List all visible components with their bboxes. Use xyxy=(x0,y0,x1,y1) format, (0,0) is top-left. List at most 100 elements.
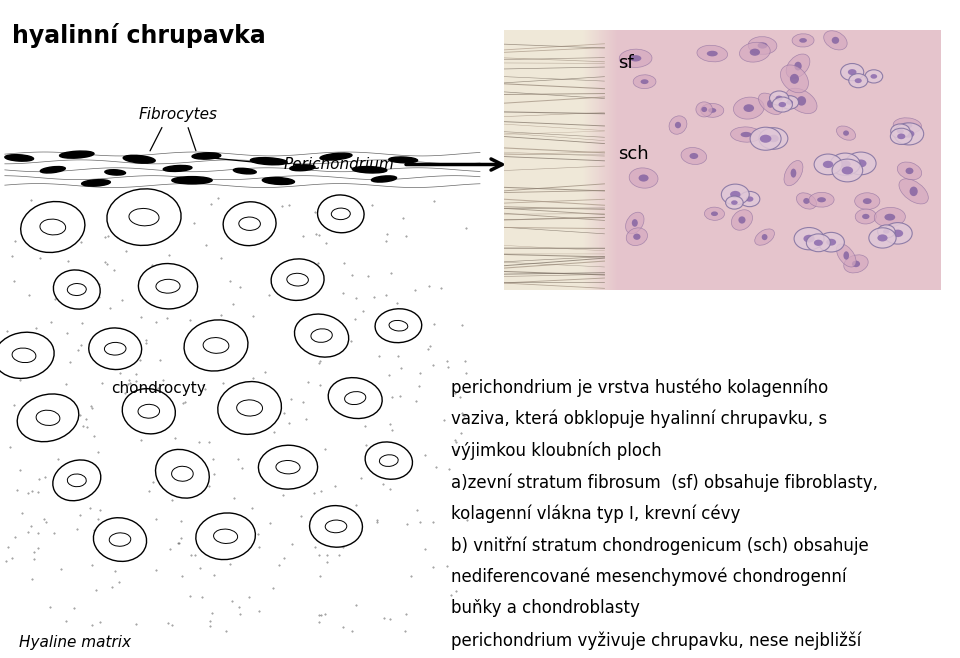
Ellipse shape xyxy=(893,230,903,237)
Ellipse shape xyxy=(739,42,770,62)
Ellipse shape xyxy=(836,244,856,267)
Ellipse shape xyxy=(849,74,868,88)
Text: kolagenní vlákna typ I, krevní cévy: kolagenní vlákna typ I, krevní cévy xyxy=(451,505,740,523)
Ellipse shape xyxy=(739,191,759,207)
Ellipse shape xyxy=(902,123,912,128)
Ellipse shape xyxy=(854,193,879,209)
Ellipse shape xyxy=(840,161,851,168)
Ellipse shape xyxy=(60,151,94,158)
Text: perichondrium vyživuje chrupavku, nese nejbližší: perichondrium vyživuje chrupavku, nese n… xyxy=(451,631,861,649)
Ellipse shape xyxy=(640,79,649,84)
Text: Perichondrium: Perichondrium xyxy=(283,157,394,172)
Ellipse shape xyxy=(731,127,761,142)
Ellipse shape xyxy=(780,65,808,93)
Ellipse shape xyxy=(630,55,641,61)
Ellipse shape xyxy=(758,93,782,114)
Ellipse shape xyxy=(844,251,849,260)
Text: b) vnitřní stratum chondrogenicum (sch) obsahuje: b) vnitřní stratum chondrogenicum (sch) … xyxy=(451,536,869,555)
Ellipse shape xyxy=(890,128,912,145)
Ellipse shape xyxy=(705,207,725,220)
Ellipse shape xyxy=(770,91,789,105)
Ellipse shape xyxy=(759,135,772,143)
Ellipse shape xyxy=(163,165,192,172)
Ellipse shape xyxy=(172,176,212,184)
Text: výjimkou kloubních ploch: výjimkou kloubních ploch xyxy=(451,442,661,460)
Ellipse shape xyxy=(93,518,147,561)
Ellipse shape xyxy=(854,78,862,83)
Ellipse shape xyxy=(862,214,870,219)
Ellipse shape xyxy=(898,162,922,180)
Ellipse shape xyxy=(675,122,681,128)
Ellipse shape xyxy=(619,49,652,68)
Ellipse shape xyxy=(0,332,54,378)
Ellipse shape xyxy=(898,134,905,139)
Text: a)zevní stratum fibrosum  (sf) obsahuje fibroblasty,: a)zevní stratum fibrosum (sf) obsahuje f… xyxy=(451,473,878,492)
Ellipse shape xyxy=(732,210,753,230)
Ellipse shape xyxy=(375,309,421,343)
Ellipse shape xyxy=(105,170,126,175)
Ellipse shape xyxy=(836,126,855,140)
Ellipse shape xyxy=(809,192,834,207)
Text: buňky a chondroblasty: buňky a chondroblasty xyxy=(451,599,640,617)
Ellipse shape xyxy=(726,196,743,209)
Ellipse shape xyxy=(875,207,905,227)
Ellipse shape xyxy=(626,228,647,245)
Ellipse shape xyxy=(757,42,767,49)
Ellipse shape xyxy=(626,213,644,234)
Ellipse shape xyxy=(841,64,864,81)
Ellipse shape xyxy=(897,128,904,134)
Ellipse shape xyxy=(843,130,849,136)
Text: hyalinní chrupavka: hyalinní chrupavka xyxy=(12,23,265,48)
Ellipse shape xyxy=(852,261,860,267)
Ellipse shape xyxy=(883,229,890,234)
Ellipse shape xyxy=(123,155,156,163)
Ellipse shape xyxy=(818,232,845,252)
Ellipse shape xyxy=(711,211,718,216)
Ellipse shape xyxy=(697,45,728,62)
Ellipse shape xyxy=(82,180,110,186)
Ellipse shape xyxy=(842,166,853,174)
Ellipse shape xyxy=(748,37,777,55)
Ellipse shape xyxy=(794,228,824,250)
Ellipse shape xyxy=(871,74,877,79)
Ellipse shape xyxy=(318,195,364,233)
Ellipse shape xyxy=(746,196,754,202)
Ellipse shape xyxy=(138,264,198,309)
Ellipse shape xyxy=(905,168,914,174)
Ellipse shape xyxy=(761,234,767,240)
Ellipse shape xyxy=(797,193,816,209)
Ellipse shape xyxy=(233,168,256,174)
Ellipse shape xyxy=(707,51,718,57)
Ellipse shape xyxy=(638,174,649,182)
Ellipse shape xyxy=(352,166,387,173)
Ellipse shape xyxy=(192,153,221,159)
Ellipse shape xyxy=(750,127,781,150)
Text: Fibrocytes: Fibrocytes xyxy=(138,107,217,122)
Text: perichondrium je vrstva hustého kolagenního: perichondrium je vrstva hustého kolagenn… xyxy=(451,378,828,397)
Ellipse shape xyxy=(806,234,830,252)
Ellipse shape xyxy=(768,135,779,142)
Text: vaziva, která obklopuje hyalinní chrupavku, s: vaziva, která obklopuje hyalinní chrupav… xyxy=(451,410,828,428)
Text: chondrocyty: chondrocyty xyxy=(111,381,205,395)
Ellipse shape xyxy=(271,259,324,301)
Ellipse shape xyxy=(823,161,833,168)
Ellipse shape xyxy=(791,168,797,178)
Ellipse shape xyxy=(629,168,658,188)
Ellipse shape xyxy=(779,102,786,107)
Ellipse shape xyxy=(804,235,815,243)
Ellipse shape xyxy=(40,166,65,173)
Ellipse shape xyxy=(824,31,847,50)
Ellipse shape xyxy=(899,179,928,204)
Ellipse shape xyxy=(831,37,839,44)
Ellipse shape xyxy=(830,153,860,175)
Ellipse shape xyxy=(295,314,348,357)
Ellipse shape xyxy=(804,198,809,204)
Ellipse shape xyxy=(891,124,910,138)
Ellipse shape xyxy=(743,104,755,112)
Ellipse shape xyxy=(827,239,836,245)
Ellipse shape xyxy=(365,442,413,479)
Ellipse shape xyxy=(732,200,737,205)
Text: sch: sch xyxy=(632,162,660,180)
Text: sf: sf xyxy=(617,55,634,72)
Ellipse shape xyxy=(814,240,823,246)
